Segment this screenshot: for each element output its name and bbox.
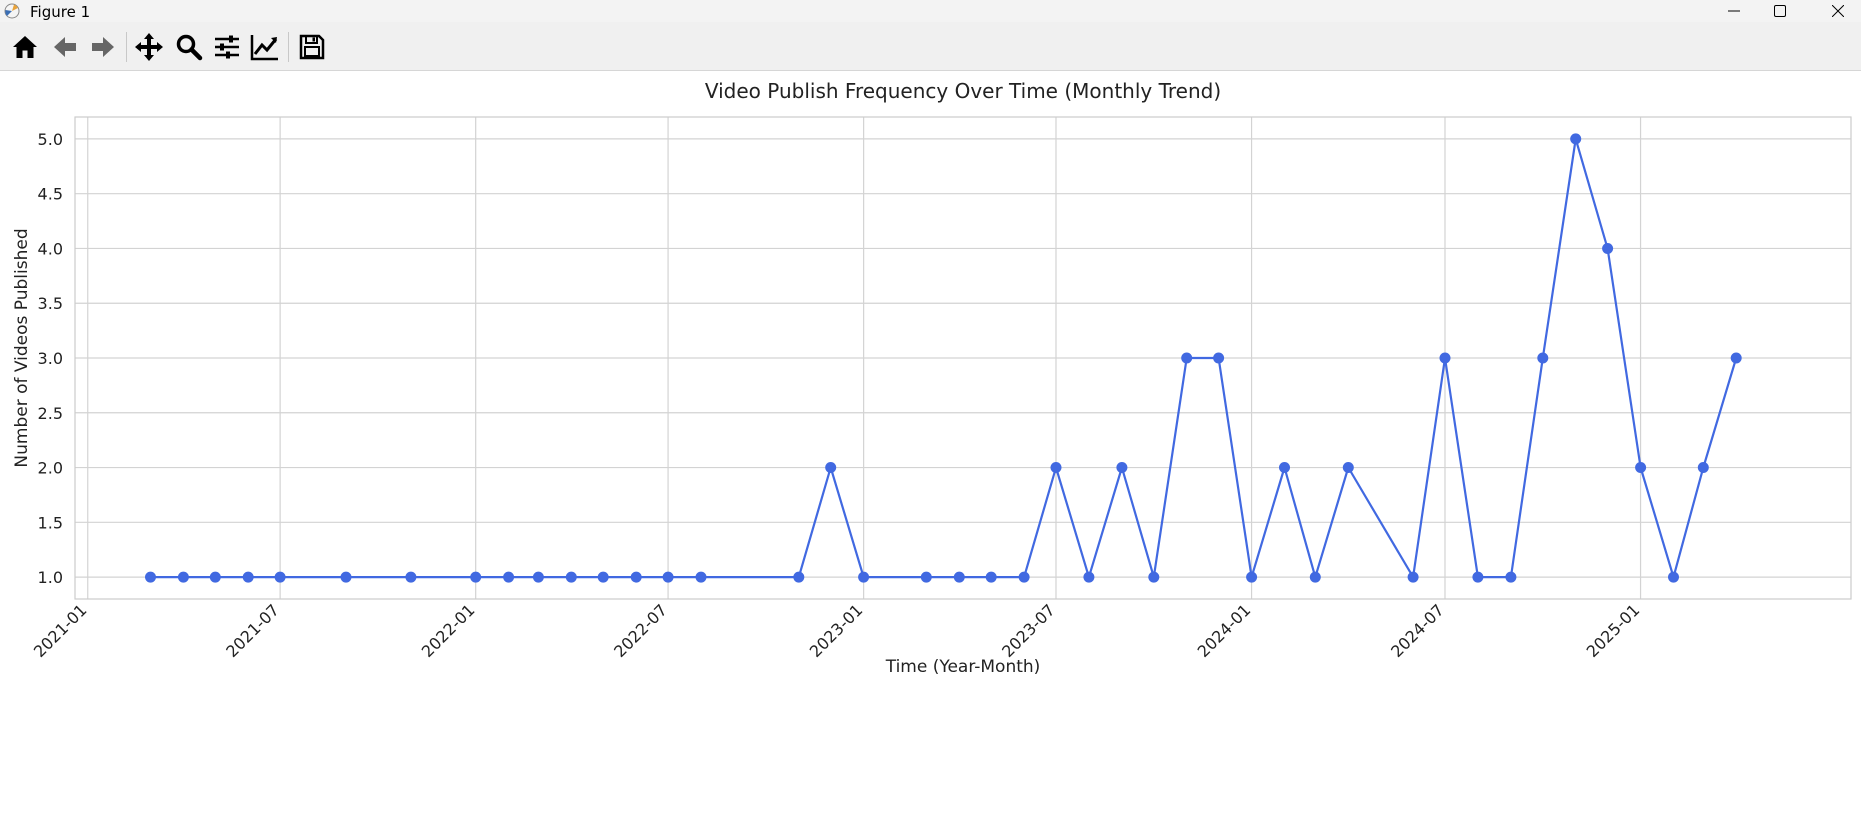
back-arrow-icon [54, 37, 76, 57]
zoom-icon [176, 34, 203, 61]
maximize-button[interactable] [1757, 0, 1803, 22]
data-point [695, 571, 707, 583]
data-point [274, 571, 286, 583]
toolbar-separator [288, 32, 289, 62]
home-button[interactable] [8, 30, 42, 64]
data-point [858, 571, 870, 583]
x-tick-label: 2022-01 [418, 600, 479, 661]
x-tick-label: 2025-01 [1583, 600, 1644, 661]
maximize-icon [1774, 5, 1786, 17]
data-point [340, 571, 352, 583]
data-point [177, 571, 189, 583]
y-tick-label: 1.0 [38, 568, 63, 587]
figure-canvas[interactable]: Video Publish Frequency Over Time (Month… [0, 71, 1861, 815]
data-point [597, 571, 609, 583]
y-axis-label: Number of Videos Published [12, 228, 32, 467]
x-axis-label: Time (Year-Month) [885, 657, 1041, 677]
line-chart: Video Publish Frequency Over Time (Month… [12, 79, 1852, 677]
data-point [209, 571, 221, 583]
y-tick-label: 2.0 [38, 459, 63, 478]
data-point [1246, 571, 1258, 583]
chart-title: Video Publish Frequency Over Time (Month… [705, 79, 1221, 103]
data-point [405, 571, 417, 583]
pan-icon [135, 33, 163, 61]
home-icon [13, 36, 37, 58]
zoom-button[interactable] [172, 30, 206, 64]
configure-subplots-button[interactable] [210, 30, 244, 64]
x-tick-label: 2021-07 [222, 600, 283, 661]
x-tick-label: 2022-07 [610, 600, 671, 661]
navigation-toolbar [0, 22, 1861, 71]
data-point [920, 571, 932, 583]
data-point [1148, 571, 1160, 583]
window-title: Figure 1 [30, 3, 91, 21]
data-point [1342, 462, 1354, 473]
data-point [1472, 571, 1484, 583]
y-tick-label: 5.0 [38, 130, 63, 149]
data-point [1213, 352, 1225, 364]
y-tick-label: 4.5 [38, 185, 63, 204]
y-tick-label: 3.0 [38, 349, 63, 368]
data-point [1730, 352, 1742, 364]
window-titlebar: Figure 1 [0, 0, 1861, 22]
data-point [1116, 462, 1128, 473]
y-tick-label: 3.5 [38, 294, 63, 313]
x-tick-label: 2024-07 [1387, 600, 1448, 661]
x-tick-label: 2023-07 [998, 600, 1059, 661]
configure-subplots-icon [215, 35, 239, 59]
x-tick-label: 2024-01 [1194, 600, 1255, 661]
data-point [1407, 571, 1419, 583]
back-button[interactable] [48, 30, 82, 64]
data-point [662, 571, 674, 583]
data-point [1570, 133, 1582, 145]
data-point [793, 571, 805, 583]
data-point [1279, 462, 1290, 473]
data-point [1439, 352, 1451, 364]
toolbar-separator [126, 32, 127, 62]
x-tick-label: 2023-01 [806, 600, 867, 661]
edit-axes-button[interactable] [248, 30, 282, 64]
data-point [1309, 571, 1321, 583]
data-point [1668, 571, 1679, 583]
data-point [1050, 462, 1062, 473]
data-point [825, 462, 837, 473]
plot-area-frame [74, 116, 1852, 600]
data-point [985, 571, 997, 583]
data-point [565, 571, 577, 583]
matplotlib-icon [4, 3, 20, 19]
y-tick-label: 4.0 [38, 239, 63, 258]
data-point [145, 571, 156, 583]
y-tick-label: 2.5 [38, 404, 63, 423]
data-point [1018, 571, 1030, 583]
data-point [532, 571, 544, 583]
edit-axes-icon [250, 35, 278, 61]
close-button[interactable] [1815, 0, 1861, 22]
data-point [503, 571, 515, 583]
pan-button[interactable] [132, 30, 166, 64]
close-icon [1832, 5, 1844, 17]
data-point [630, 571, 642, 583]
data-point [1602, 243, 1614, 254]
data-point [1505, 571, 1517, 583]
data-point [1537, 352, 1549, 364]
data-point [1697, 462, 1709, 473]
save-icon [299, 34, 325, 60]
y-tick-label: 1.5 [38, 513, 63, 532]
data-point [1083, 571, 1095, 583]
minimize-button[interactable] [1711, 0, 1757, 22]
save-button[interactable] [295, 30, 329, 64]
forward-button[interactable] [86, 30, 120, 64]
data-point [1181, 352, 1193, 364]
forward-arrow-icon [92, 37, 114, 57]
data-point [953, 571, 965, 583]
x-tick-label: 2021-01 [30, 600, 91, 661]
data-point [242, 571, 254, 583]
data-point [1635, 462, 1647, 473]
data-point [470, 571, 482, 583]
minimize-icon [1728, 10, 1740, 12]
